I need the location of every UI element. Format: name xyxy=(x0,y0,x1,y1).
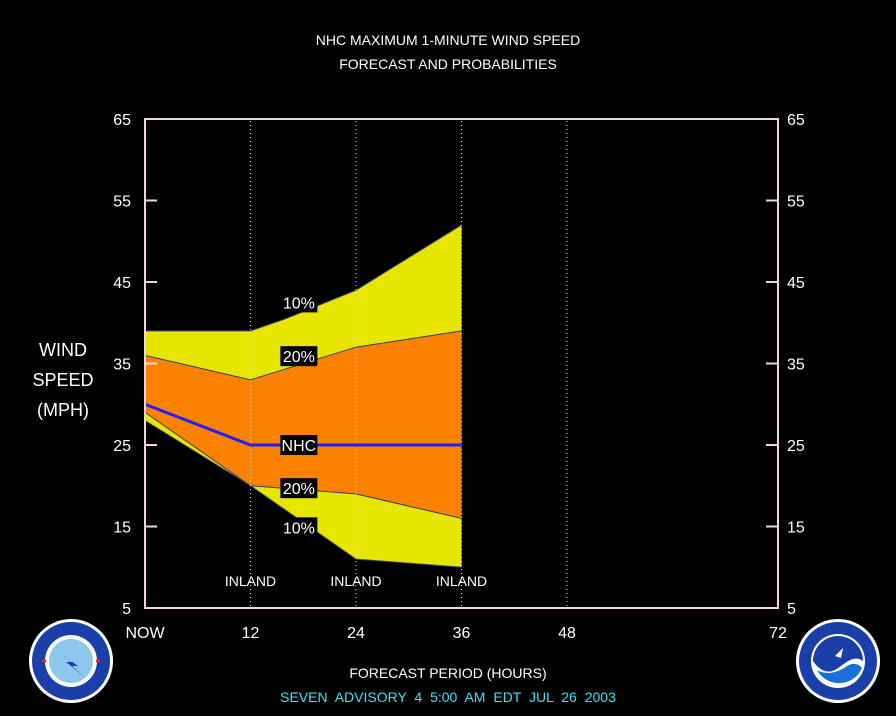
annotation-bg-3 xyxy=(280,478,318,499)
y-tick-label-right-35: 35 xyxy=(787,357,805,374)
annotation-label-4: 10% xyxy=(283,520,315,537)
x-axis-label: FORECAST PERIOD (HOURS) xyxy=(349,665,547,681)
x-tick-label-12: 12 xyxy=(242,625,260,642)
y-tick-label-right-25: 25 xyxy=(787,438,805,455)
advisory-footer: SEVEN ADVISORY 4 5:00 AM EDT JUL 26 2003 xyxy=(280,689,616,705)
inland-label-6: INLAND xyxy=(330,573,381,589)
annotation-label-1: 20% xyxy=(283,349,315,366)
y-axis-label-line1: WIND xyxy=(39,340,87,360)
y-tick-label-left-55: 55 xyxy=(113,194,131,211)
y-axis-label-line3: (MPH) xyxy=(37,400,89,420)
y-tick-label-right-45: 45 xyxy=(787,275,805,292)
y-tick-label-right-65: 65 xyxy=(787,112,805,129)
annotation-bg-4 xyxy=(280,517,318,538)
annotation-label-2: NHC xyxy=(282,438,317,455)
y-tick-label-left-35: 35 xyxy=(113,357,131,374)
band-20-percent xyxy=(145,330,462,519)
y-tick-label-left-15: 15 xyxy=(113,520,131,537)
y-tick-label-left-65: 65 xyxy=(113,112,131,129)
y-tick-label-left-25: 25 xyxy=(113,438,131,455)
annotation-label-0: 10% xyxy=(283,295,315,312)
chart-title-line1: NHC MAXIMUM 1-MINUTE WIND SPEED xyxy=(315,32,581,48)
band-10-percent-upper-edge xyxy=(145,224,462,332)
x-tick-label-48: 48 xyxy=(558,625,576,642)
y-tick-label-left-5: 5 xyxy=(122,601,131,618)
y-tick-label-left-45: 45 xyxy=(113,275,131,292)
nws-logo xyxy=(29,619,113,703)
annotation-label-3: 20% xyxy=(283,481,315,498)
chart-title-line2: FORECAST AND PROBABILITIES xyxy=(339,56,557,72)
inland-label-7: INLAND xyxy=(436,573,487,589)
noaa-logo xyxy=(796,619,880,703)
x-tick-label-36: 36 xyxy=(453,625,471,642)
x-tick-label-24: 24 xyxy=(347,625,365,642)
x-tick-label-72: 72 xyxy=(769,625,787,642)
annotation-bg-0 xyxy=(280,292,318,313)
y-axis-label-line2: SPEED xyxy=(32,370,94,390)
y-tick-label-right-15: 15 xyxy=(787,520,805,537)
annotation-bg-2 xyxy=(280,435,318,455)
x-tick-label-now: NOW xyxy=(125,625,165,642)
annotation-bg-1 xyxy=(280,346,318,367)
y-tick-label-right-55: 55 xyxy=(787,194,805,211)
y-tick-label-right-5: 5 xyxy=(787,601,796,618)
inland-label-5: INLAND xyxy=(225,573,276,589)
